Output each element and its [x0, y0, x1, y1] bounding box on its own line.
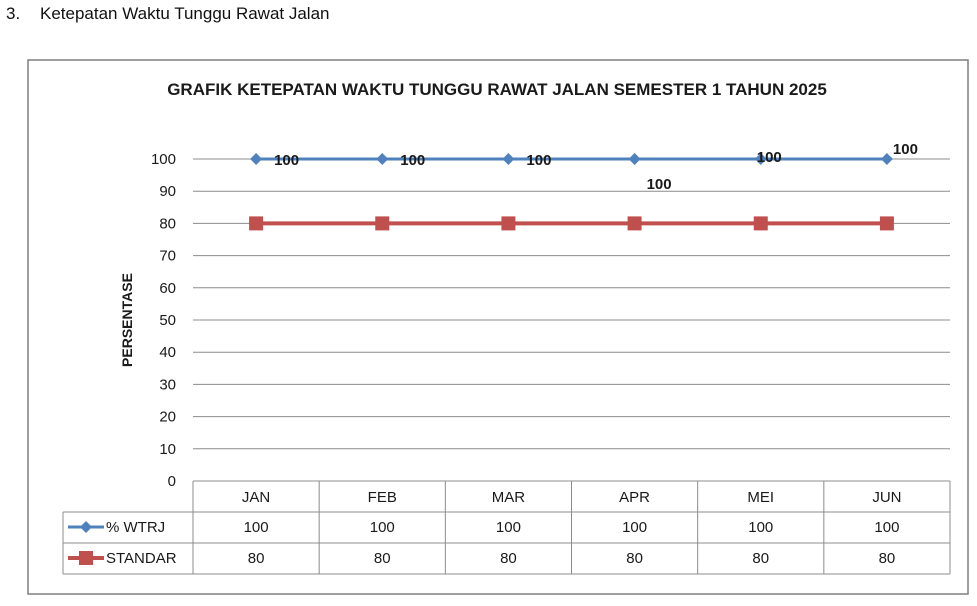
x-category-label: JUN	[872, 489, 901, 506]
legend-key-marker	[80, 521, 92, 533]
table-cell: 80	[626, 550, 643, 567]
data-label: 100	[274, 152, 299, 169]
data-point-standar	[879, 216, 894, 231]
table-cell: 100	[370, 519, 395, 536]
data-point-standar	[375, 216, 390, 231]
table-cell: 100	[244, 519, 269, 536]
y-tick-label: 80	[159, 215, 176, 232]
y-axis-label: PERSENTASE	[119, 273, 135, 367]
data-point-standar	[627, 216, 642, 231]
x-category-label: JAN	[242, 489, 270, 506]
data-point-wtrj	[376, 153, 389, 165]
x-category-label: FEB	[368, 489, 397, 506]
y-tick-label: 10	[159, 441, 176, 458]
data-label: 100	[757, 149, 782, 166]
data-label: 100	[893, 141, 918, 158]
y-tick-label: 100	[151, 151, 176, 168]
chart-title: GRAFIK KETEPATAN WAKTU TUNGGU RAWAT JALA…	[167, 80, 827, 99]
data-point-wtrj	[250, 153, 263, 165]
legend-key-marker	[79, 551, 93, 565]
table-cell: 80	[879, 550, 896, 567]
data-label: 100	[647, 176, 672, 193]
y-tick-label: 70	[159, 248, 176, 265]
table-cell: 80	[752, 550, 769, 567]
data-label: 100	[400, 152, 425, 169]
section-number: 3.	[6, 4, 21, 23]
data-point-wtrj	[628, 153, 641, 165]
data-point-wtrj	[754, 153, 767, 165]
legend-label: % WTRJ	[106, 519, 165, 536]
data-point-standar	[249, 216, 264, 231]
legend-label: STANDAR	[106, 550, 177, 567]
y-tick-label: 40	[159, 344, 176, 361]
y-tick-label: 90	[159, 183, 176, 200]
data-point-wtrj	[880, 153, 893, 165]
x-category-label: MEI	[747, 489, 774, 506]
y-tick-label: 0	[168, 473, 176, 490]
x-category-label: APR	[619, 489, 650, 506]
y-tick-label: 30	[159, 376, 176, 393]
data-label: 100	[526, 152, 551, 169]
table-cell: 80	[374, 550, 391, 567]
data-point-standar	[753, 216, 768, 231]
data-point-wtrj	[502, 153, 515, 165]
y-tick-label: 60	[159, 280, 176, 297]
chart-frame	[27, 59, 969, 595]
table-cell: 100	[496, 519, 521, 536]
table-cell: 100	[874, 519, 899, 536]
table-cell: 100	[622, 519, 647, 536]
section-heading: 3. Ketepatan Waktu Tunggu Rawat Jalan	[6, 4, 330, 24]
section-title: Ketepatan Waktu Tunggu Rawat Jalan	[40, 4, 330, 23]
data-point-standar	[501, 216, 516, 231]
y-tick-label: 20	[159, 409, 176, 426]
table-cell: 80	[248, 550, 265, 567]
table-cell: 100	[748, 519, 773, 536]
table-cell: 80	[500, 550, 517, 567]
x-category-label: MAR	[492, 489, 526, 506]
y-tick-label: 50	[159, 312, 176, 329]
